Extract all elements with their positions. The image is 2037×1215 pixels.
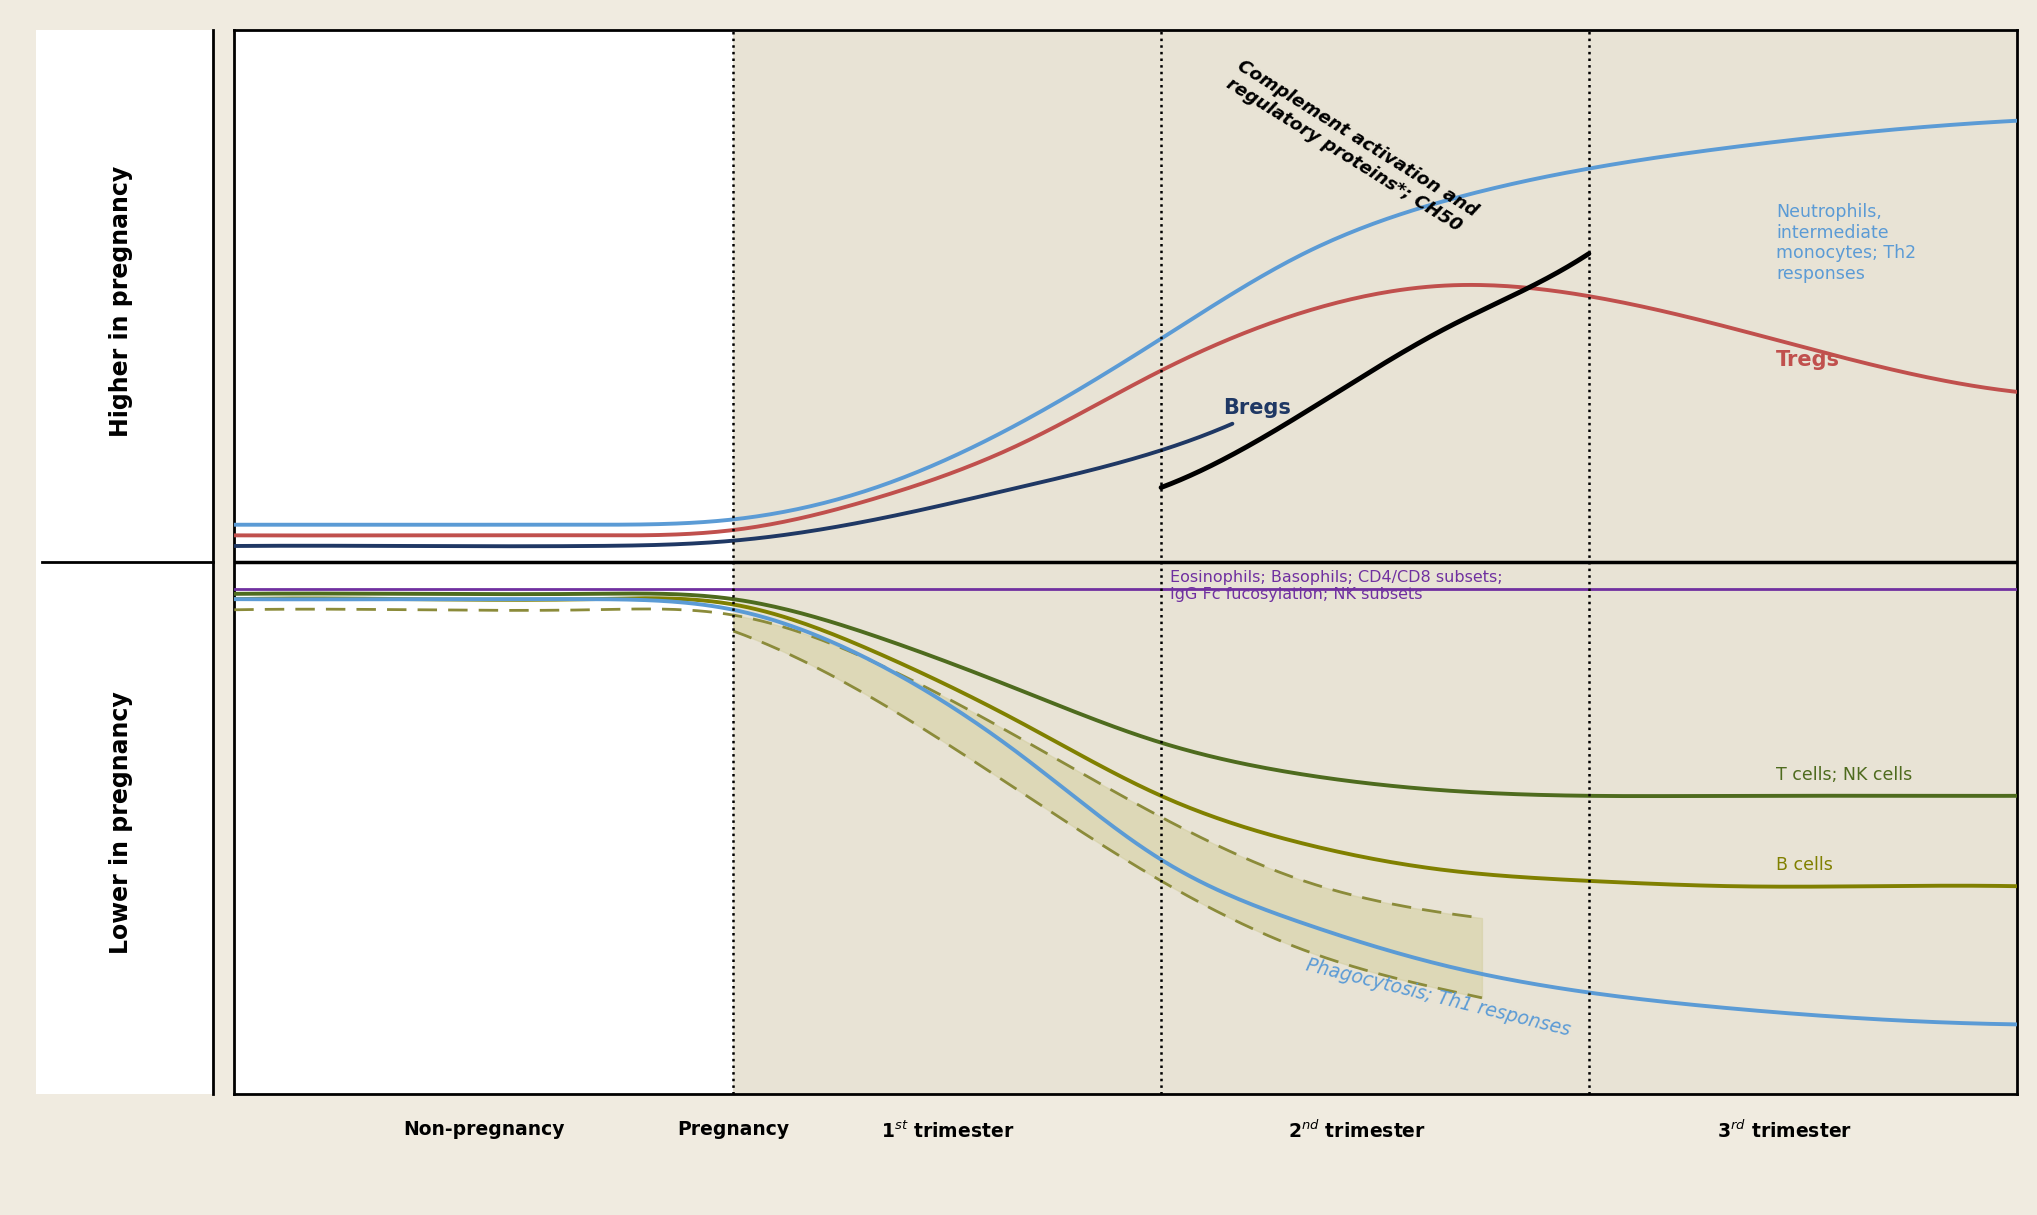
- Text: T cells; NK cells: T cells; NK cells: [1776, 765, 1913, 784]
- Text: Non-pregnancy: Non-pregnancy: [403, 1120, 564, 1140]
- Text: Complement activation and
regulatory proteins*; CH50: Complement activation and regulatory pro…: [1224, 57, 1481, 238]
- Text: Higher in pregnancy: Higher in pregnancy: [110, 165, 132, 437]
- Bar: [37, 30, 214, 561]
- Bar: [37, 561, 214, 1094]
- Text: Eosinophils; Basophils; CD4/CD8 subsets;
IgG Fc fucosylation; NK subsets: Eosinophils; Basophils; CD4/CD8 subsets;…: [1169, 570, 1503, 603]
- Text: 2$^{nd}$ trimester: 2$^{nd}$ trimester: [1287, 1120, 1426, 1142]
- Text: 1$^{st}$ trimester: 1$^{st}$ trimester: [880, 1120, 1014, 1142]
- Bar: [733, 30, 2017, 1094]
- Text: Neutrophils,
intermediate
monocytes; Th2
responses: Neutrophils, intermediate monocytes; Th2…: [1776, 203, 1917, 283]
- Text: Pregnancy: Pregnancy: [676, 1120, 790, 1140]
- Text: B cells: B cells: [1776, 855, 1833, 874]
- Text: Bregs: Bregs: [1224, 397, 1291, 418]
- Text: 3$^{rd}$ trimester: 3$^{rd}$ trimester: [1717, 1120, 1852, 1142]
- Text: Lower in pregnancy: Lower in pregnancy: [110, 691, 132, 954]
- Text: Tregs: Tregs: [1776, 350, 1839, 369]
- Text: Phagocytosis; Th1 responses: Phagocytosis; Th1 responses: [1304, 956, 1573, 1040]
